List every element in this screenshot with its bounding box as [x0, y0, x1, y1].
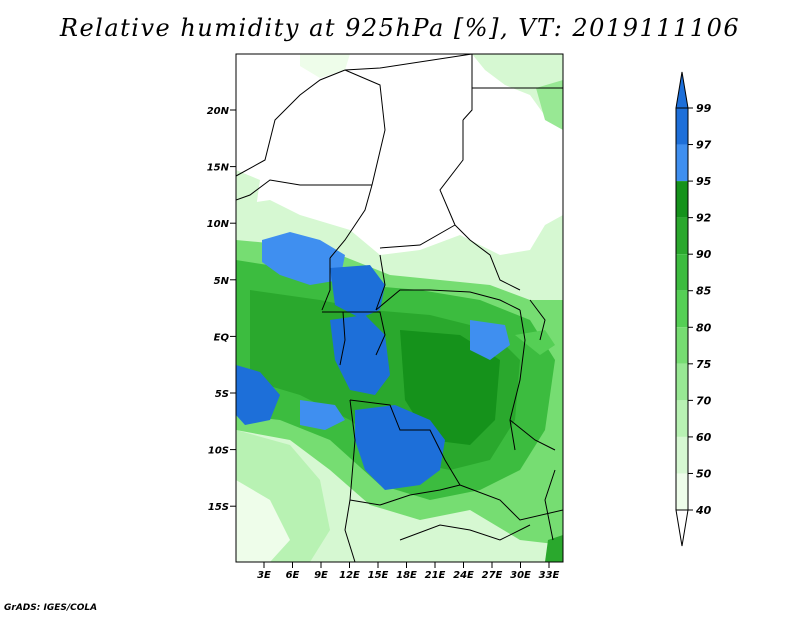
lon-tick-label: 24E	[453, 570, 474, 581]
colorbar-frame	[675, 107, 689, 511]
colorbar-segment	[676, 290, 688, 328]
colorbar-label: 97	[696, 139, 712, 152]
colorbar-label: 40	[695, 504, 712, 517]
chart-title: Relative humidity at 925hPa [%], VT: 201…	[59, 14, 741, 42]
lon-tick-label: 3E	[257, 570, 271, 581]
lon-tick-label: 12E	[339, 570, 360, 581]
lat-tick-label: 10S	[208, 446, 229, 457]
colorbar-label: 80	[696, 321, 712, 334]
footer-credit: GrADS: IGES/COLA	[4, 603, 98, 613]
colorbar-label: 50	[696, 467, 712, 480]
colorbar-label: 60	[696, 431, 712, 444]
colorbar-segment	[676, 473, 688, 510]
colorbar-segment	[676, 400, 688, 437]
colorbar-segment	[676, 254, 688, 291]
lat-tick-label: 20N	[207, 106, 230, 117]
colorbar-segment	[676, 144, 688, 182]
colorbar-label: 99	[696, 102, 712, 115]
colorbar-segment	[676, 108, 688, 145]
colorbar-segment	[676, 181, 688, 218]
lat-tick-label: 5N	[214, 276, 230, 287]
lon-tick-label: 30E	[510, 570, 531, 581]
colorbar-label: 92	[696, 212, 712, 225]
lat-tick-label: 15S	[208, 502, 229, 513]
lon-tick-label: 6E	[286, 570, 300, 581]
colorbar-top-arrow	[675, 71, 689, 109]
colorbar-segment	[676, 327, 688, 364]
colorbar-label: 85	[696, 285, 712, 298]
colorbar-segment	[676, 217, 688, 255]
colorbar-label: 75	[696, 358, 712, 371]
map-frame	[235, 53, 564, 563]
colorbar: 99 97 95 92 90 85 80 75 70 60 50 40	[675, 71, 712, 547]
lon-tick-label: 15E	[368, 570, 389, 581]
lat-tick-label: 15N	[207, 163, 230, 174]
lon-tick-label: 21E	[425, 570, 446, 581]
longitude-axis: 3E 6E 9E 12E 15E 18E 21E 24E 27E 30E 33E	[257, 562, 560, 581]
colorbar-bottom-arrow	[675, 509, 689, 547]
humidity-fields	[236, 54, 563, 562]
colorbar-segment	[676, 436, 688, 474]
latitude-axis: 20N 15N 10N 5N EQ 5S 10S 15S	[207, 106, 236, 513]
country-borders	[236, 54, 563, 562]
colorbar-label: 95	[696, 175, 712, 188]
lat-tick-label: EQ	[214, 332, 230, 343]
lon-tick-label: 33E	[539, 570, 560, 581]
lon-tick-label: 18E	[396, 570, 417, 581]
colorbar-segment	[676, 363, 688, 401]
lon-tick-label: 9E	[314, 570, 328, 581]
colorbar-label: 70	[696, 394, 712, 407]
lat-tick-label: 5S	[215, 389, 229, 400]
colorbar-label: 90	[696, 248, 712, 261]
lat-tick-label: 10N	[207, 219, 230, 230]
lon-tick-label: 27E	[482, 570, 503, 581]
